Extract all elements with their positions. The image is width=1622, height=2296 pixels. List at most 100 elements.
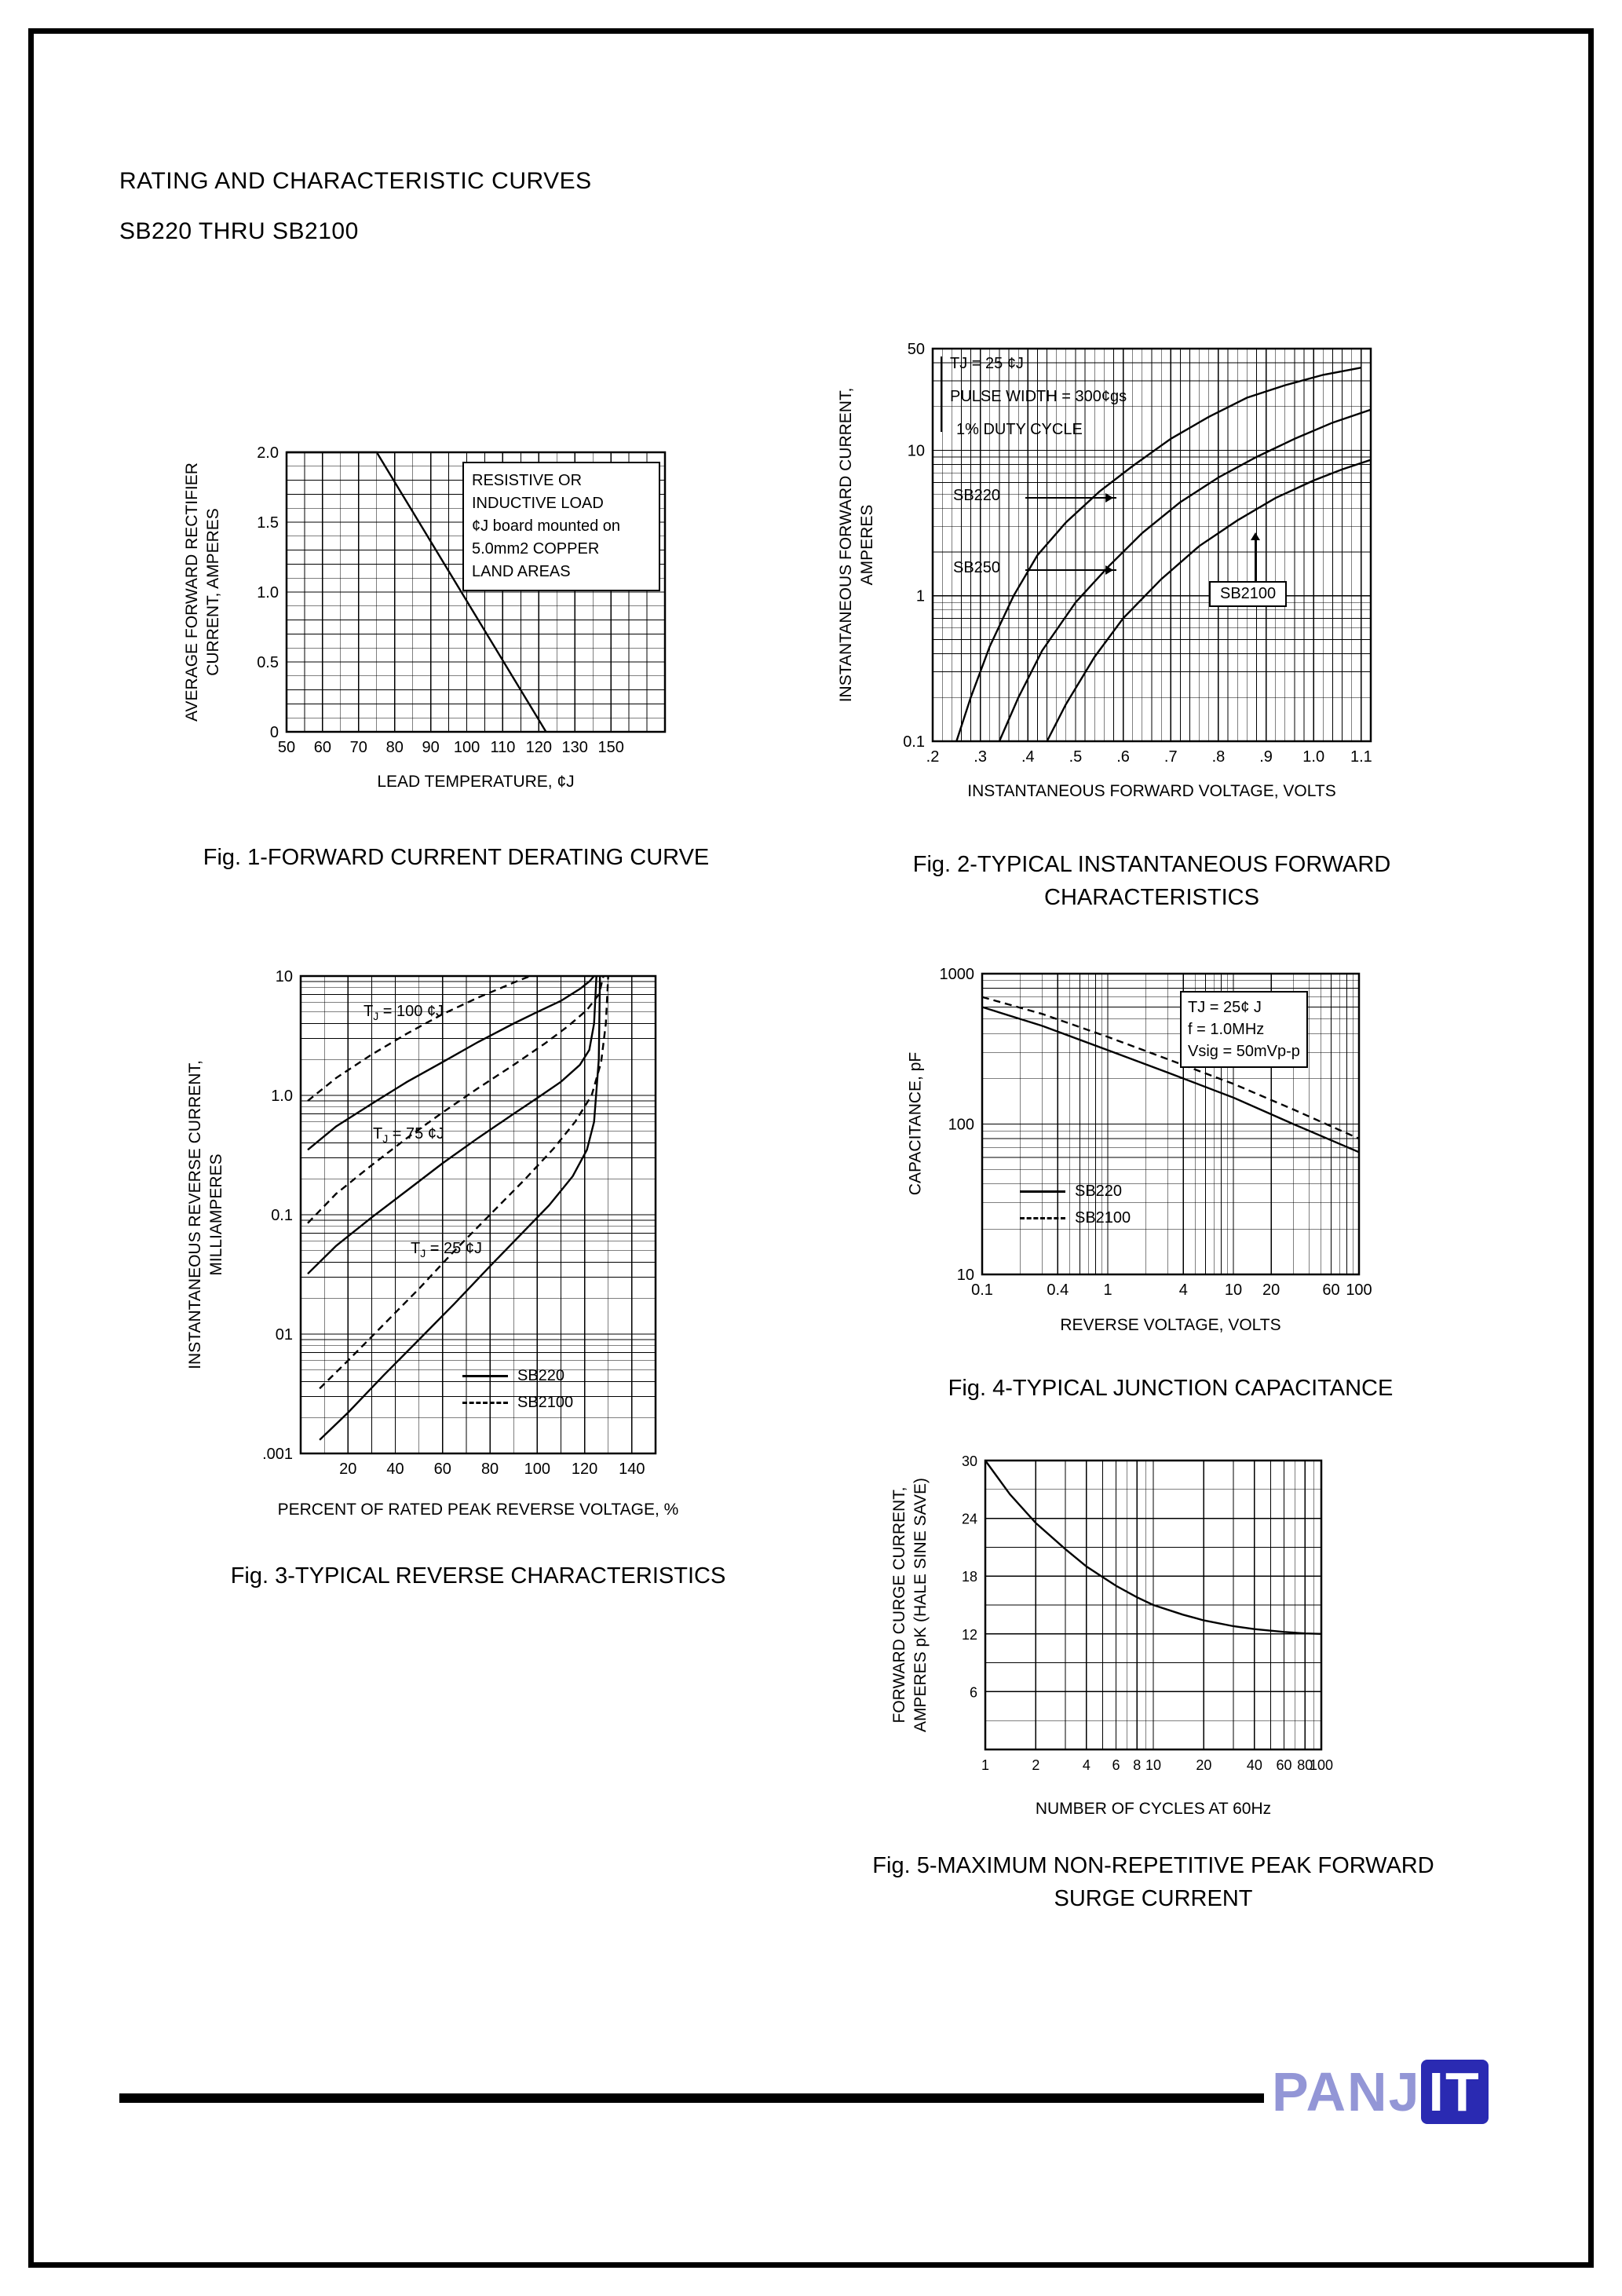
note-line: INDUCTIVE LOAD <box>472 495 604 512</box>
svg-text:10: 10 <box>908 442 925 459</box>
svg-text:1.1: 1.1 <box>1350 748 1372 766</box>
fig4-legend-sb220: SB220 <box>1020 1183 1122 1201</box>
svg-text:20: 20 <box>1262 1281 1280 1299</box>
svg-text:1000: 1000 <box>940 966 975 983</box>
dashed-line-icon <box>462 1402 508 1404</box>
y-label-line: CAPACITANCE, pF <box>906 1051 925 1196</box>
svg-text:60: 60 <box>1322 1281 1339 1299</box>
fig2-sb220-curve-label: SB220 <box>953 487 1001 504</box>
panjit-logo: PANJ IT <box>1272 2060 1489 2124</box>
svg-text:40: 40 <box>1247 1757 1262 1773</box>
svg-text:1.5: 1.5 <box>257 514 279 532</box>
fig5-y-axis-label: FORWARD CURGE CURRENT, AMPERES pK (HALE … <box>889 1478 931 1732</box>
fig2-condition-duty-cycle: 1% DUTY CYCLE <box>956 421 1083 438</box>
fig4-y-axis-label: CAPACITANCE, pF <box>905 1052 926 1195</box>
svg-text:150: 150 <box>597 739 623 756</box>
fig2-condition-tj: TJ = 25 ¢J <box>950 355 1024 372</box>
svg-text:20: 20 <box>1196 1757 1211 1773</box>
svg-text:60: 60 <box>434 1461 451 1478</box>
svg-text:10: 10 <box>1145 1757 1161 1773</box>
tj-sub: J <box>420 1247 426 1260</box>
fig2-forward-characteristics-chart: .2 .3 .4 .5 .6 .7 .8 .9 1.0 1.1 0.1 1 10 50 TJ = 25 ¢… <box>837 341 1390 910</box>
fig5-surge-current-chart: 1 2 4 6 8 10 20 40 60 80 100 6 12 18 24 30 FORWARD CURG… <box>872 1453 1434 1911</box>
svg-text:100: 100 <box>524 1461 550 1478</box>
svg-text:1: 1 <box>1103 1281 1112 1299</box>
svg-text:1.0: 1.0 <box>1302 748 1324 766</box>
note-line: RESISTIVE OR <box>472 472 583 489</box>
svg-text:10: 10 <box>1225 1281 1242 1299</box>
fig4-legend-sb2100: SB2100 <box>1020 1209 1131 1227</box>
fig2-y-axis-label: INSTANTANEOUS FORWARD CURRENT, AMPERES <box>835 388 878 703</box>
fig2-caption-line2: CHARACTERISTICS <box>1044 885 1259 910</box>
svg-text:.001: .001 <box>262 1446 293 1463</box>
tj-pre: T <box>411 1240 421 1257</box>
svg-text:0.4: 0.4 <box>1047 1281 1069 1299</box>
svg-text:100: 100 <box>1310 1757 1333 1773</box>
svg-text:.8: .8 <box>1212 748 1226 766</box>
svg-text:30: 30 <box>962 1453 977 1469</box>
svg-text:120: 120 <box>526 739 552 756</box>
logo-j-text: J <box>1388 2061 1421 2122</box>
svg-text:.3: .3 <box>974 748 987 766</box>
fig2-sb250-curve-label: SB250 <box>953 559 1001 576</box>
svg-text:6: 6 <box>1112 1757 1120 1773</box>
condition-line: f = 1.0MHz <box>1188 1021 1265 1038</box>
y-label-line: AMPERES pK (HALE SINE SAVE) <box>911 1477 930 1733</box>
svg-text:0.1: 0.1 <box>271 1207 293 1224</box>
y-label-line: CURRENT, AMPERES <box>204 508 222 676</box>
svg-text:130: 130 <box>562 739 588 756</box>
svg-text:110: 110 <box>490 739 515 756</box>
logo-pan-text: PAN <box>1272 2061 1389 2122</box>
svg-text:80: 80 <box>481 1461 499 1478</box>
note-line: ¢J board mounted on <box>472 517 621 535</box>
svg-text:50: 50 <box>278 739 295 756</box>
fig3-tj75-label: TJ = 75 ¢J <box>373 1125 444 1147</box>
legend-label: SB220 <box>517 1367 565 1384</box>
tj-post: = 75 ¢J <box>388 1125 444 1143</box>
svg-text:80: 80 <box>386 739 404 756</box>
fig5-caption-line2: SURGE CURRENT <box>1054 1886 1253 1911</box>
svg-text:1.0: 1.0 <box>257 584 279 601</box>
fig3-y-axis-label: INSTANTANEOUS REVERSE CURRENT, MILLIAMPE… <box>184 1060 227 1369</box>
svg-text:40: 40 <box>386 1461 404 1478</box>
fig2-sb2100-curve-label: SB2100 <box>1209 581 1288 607</box>
svg-text:.9: .9 <box>1259 748 1273 766</box>
footer-rule <box>119 2093 1264 2103</box>
fig3-x-axis-label: PERCENT OF RATED PEAK REVERSE VOLTAGE, % <box>277 1501 679 1519</box>
svg-text:10: 10 <box>957 1267 974 1284</box>
page-subtitle: SB220 THRU SB2100 <box>119 218 359 244</box>
fig3-legend-sb2100: SB2100 <box>462 1394 573 1412</box>
fig1-x-axis-label: LEAD TEMPERATURE, ¢J <box>377 773 575 791</box>
svg-text:70: 70 <box>350 739 367 756</box>
tj-post: = 100 ¢J <box>378 1003 444 1020</box>
note-line: LAND AREAS <box>472 563 571 580</box>
svg-text:0.1: 0.1 <box>971 1281 993 1299</box>
legend-label: SB220 <box>1075 1183 1123 1200</box>
svg-text:1: 1 <box>981 1757 989 1773</box>
fig3-caption: Fig. 3-TYPICAL REVERSE CHARACTERISTICS <box>230 1563 726 1589</box>
fig2-caption-line1: Fig. 2-TYPICAL INSTANTANEOUS FORWARD <box>912 852 1391 877</box>
svg-text:12: 12 <box>962 1627 977 1643</box>
dashed-line-icon <box>1020 1217 1065 1219</box>
solid-line-icon <box>1020 1190 1065 1193</box>
fig5-x-axis-label: NUMBER OF CYCLES AT 60Hz <box>1035 1800 1272 1818</box>
svg-text:50: 50 <box>908 341 925 358</box>
fig2-sb2100-arrow-icon <box>1251 532 1260 581</box>
svg-text:100: 100 <box>1346 1281 1372 1299</box>
svg-text:140: 140 <box>619 1461 645 1478</box>
fig2-plot-area: .2 .3 .4 .5 .6 .7 .8 .9 1.0 1.1 0.1 1 10 50 <box>903 341 1372 766</box>
svg-text:.2: .2 <box>926 748 940 766</box>
svg-text:0: 0 <box>270 724 279 741</box>
logo-it-box: IT <box>1420 2060 1489 2124</box>
fig4-junction-capacitance-chart: 0.1 0.4 1 4 10 20 60 100 10 100 1000 TJ = 25¢ J f … <box>907 966 1394 1401</box>
page-title: RATING AND CHARACTERISTIC CURVES <box>119 168 592 194</box>
y-label-line: INSTANTANEOUS REVERSE CURRENT, <box>186 1060 204 1369</box>
y-label-line: AMPERES <box>858 504 876 586</box>
svg-text:18: 18 <box>962 1569 977 1585</box>
svg-text:60: 60 <box>1277 1757 1292 1773</box>
y-label-line: AVERAGE FORWARD RECTIFIER <box>183 462 201 722</box>
fig1-load-note-box: RESISTIVE OR INDUCTIVE LOAD ¢J board mou… <box>462 462 660 591</box>
y-label-line: MILLIAMPERES <box>207 1153 225 1276</box>
tj-pre: T <box>373 1125 383 1143</box>
